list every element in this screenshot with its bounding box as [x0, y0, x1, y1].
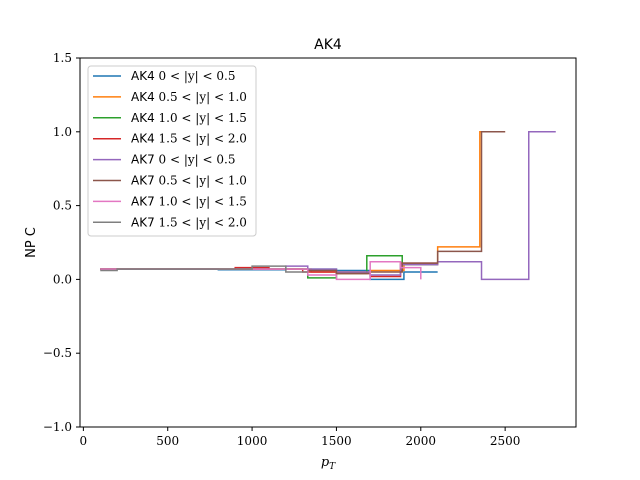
legend-label-7: AK7 1.0 < |y| < 1.5: [131, 194, 247, 208]
y-axis-label: NP C: [24, 227, 39, 258]
y-tick-label: 1.0: [53, 125, 72, 139]
legend: AK4 0 < |y| < 0.5 AK4 0.5 < |y| < 1.0 AK4 …: [87, 65, 257, 237]
x-tick-label: 1000: [237, 434, 268, 448]
legend-entries: AK4 0 < |y| < 0.5 AK4 0.5 < |y| < 1.0 AK4 …: [93, 69, 247, 229]
legend-label-1: AK4 0 < |y| < 0.5: [131, 69, 235, 83]
legend-box: [87, 65, 257, 237]
legend-label-2: AK4 0.5 < |y| < 1.0: [131, 90, 247, 104]
y-tick-label: −0.5: [43, 346, 72, 360]
series-line-8: [100, 265, 308, 273]
legend-label-5: AK7 0 < |y| < 0.5: [131, 153, 235, 167]
y-axis-ticks: −1.0 −0.5 0.0 0.5 1.0 1.5: [43, 51, 80, 434]
x-axis-ticks: 0 500 1000 1500 2000 2500: [80, 427, 521, 448]
plot-frame: [79, 57, 577, 428]
x-tick-label: 2000: [406, 434, 437, 448]
chart-title: AK4: [314, 37, 342, 53]
y-tick-label: 0.0: [53, 272, 72, 286]
legend-label-4: AK4 1.5 < |y| < 2.0: [131, 132, 247, 146]
x-tick-label: 0: [80, 434, 88, 448]
legend-label-8: AK7 1.5 < |y| < 2.0: [131, 215, 247, 229]
legend-label-3: AK4 1.0 < |y| < 1.5: [131, 111, 247, 125]
x-tick-label: 2500: [490, 434, 521, 448]
x-tick-label: 500: [156, 434, 179, 448]
y-tick-label: −1.0: [43, 420, 72, 434]
x-tick-label: 1500: [321, 434, 352, 448]
legend-label-6: AK7 0.5 < |y| < 1.0: [131, 174, 247, 188]
series-layer: [100, 131, 556, 281]
y-tick-label: 0.5: [53, 199, 72, 213]
y-tick-label: 1.5: [53, 51, 72, 65]
